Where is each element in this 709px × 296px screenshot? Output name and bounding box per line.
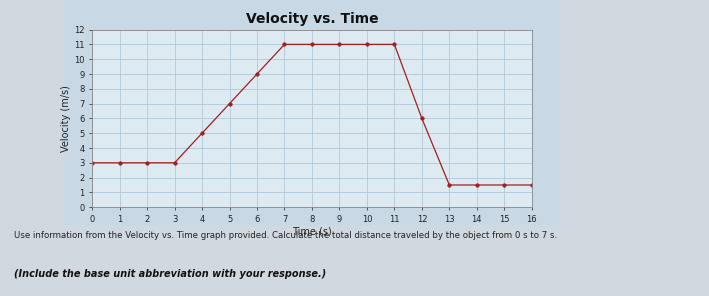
Text: Use information from the Velocity vs. Time graph provided. Calculate the total d: Use information from the Velocity vs. Ti…	[14, 231, 557, 240]
Y-axis label: Velocity (m/s): Velocity (m/s)	[61, 85, 71, 152]
Text: (Include the base unit abbreviation with your response.): (Include the base unit abbreviation with…	[14, 269, 326, 279]
X-axis label: Time (s): Time (s)	[292, 227, 332, 237]
Title: Velocity vs. Time: Velocity vs. Time	[245, 12, 379, 26]
